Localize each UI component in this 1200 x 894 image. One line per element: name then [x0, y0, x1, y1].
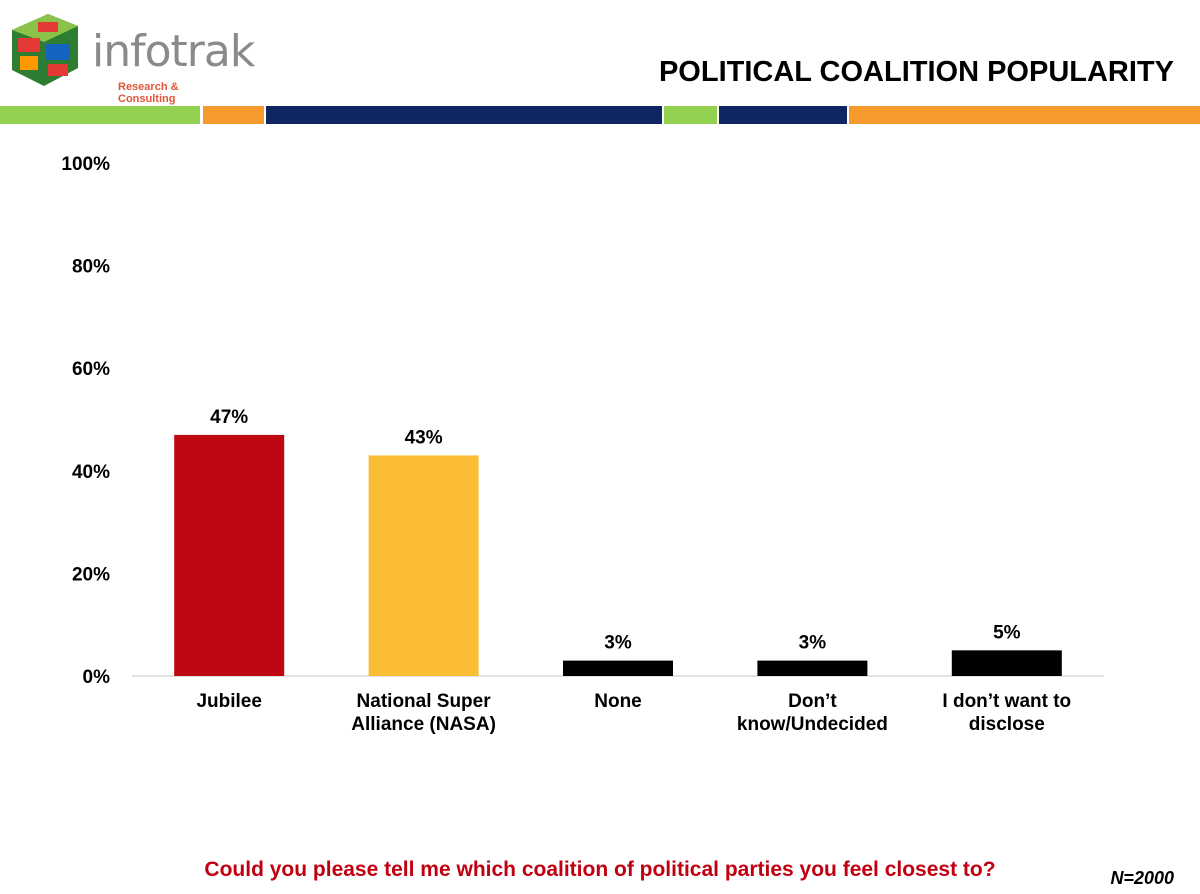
y-tick-label: 20%: [72, 564, 110, 585]
bar: [951, 650, 1062, 676]
bar: [757, 660, 868, 676]
x-tick-label-line: disclose: [969, 714, 1045, 735]
logo-cube-icon: [12, 14, 78, 86]
x-tick-label-line: Don’t: [788, 691, 837, 712]
data-label: 47%: [210, 407, 248, 428]
stripe-segment: [203, 106, 264, 124]
sample-size: N=2000: [1110, 868, 1174, 888]
data-label: 3%: [799, 633, 827, 654]
x-tick-label: I don’t want to disclose: [942, 691, 1071, 735]
infotrak-logo: infotrak Research & Consulting: [8, 8, 255, 105]
logo-wordmark: infotrak: [92, 26, 255, 77]
bar: [563, 660, 673, 676]
stripe-segment: [849, 106, 1200, 124]
x-tick-label: National Super Alliance (NASA): [351, 691, 496, 735]
stripe-segment: [0, 106, 200, 124]
survey-question: Could you please tell me which coalition…: [204, 858, 996, 881]
bar: [174, 434, 285, 676]
y-tick-label: 80%: [72, 257, 110, 278]
x-tick-label-line: National Super: [357, 691, 492, 712]
x-tick-label-line: None: [594, 691, 642, 712]
stripe-segment: [719, 106, 847, 124]
x-tick-label-line: Alliance (NASA): [351, 714, 496, 735]
y-tick-label: 0%: [83, 667, 111, 688]
header-color-stripe: [0, 106, 1200, 124]
y-tick-label: 60%: [72, 359, 110, 380]
logo-tagline: Research & Consulting: [118, 81, 179, 105]
data-label: 43%: [405, 427, 443, 448]
x-tick-label-line: I don’t want to: [942, 691, 1071, 712]
page-title: POLITICAL COALITION POPULARITY: [658, 56, 1174, 88]
stripe-segment: [664, 106, 717, 124]
x-tick-label-line: Jubilee: [196, 691, 261, 712]
x-tick-label: Don’t know/Undecided: [737, 691, 888, 735]
y-tick-label: 40%: [72, 462, 110, 483]
stripe-segment: [266, 106, 662, 124]
data-label: 5%: [993, 622, 1021, 643]
y-tick-label: 100%: [61, 154, 110, 175]
x-tick-label: Jubilee: [196, 691, 261, 712]
x-tick-label-line: know/Undecided: [737, 714, 888, 735]
data-label: 3%: [604, 633, 632, 654]
bar: [368, 455, 479, 676]
x-tick-label: None: [594, 691, 642, 712]
